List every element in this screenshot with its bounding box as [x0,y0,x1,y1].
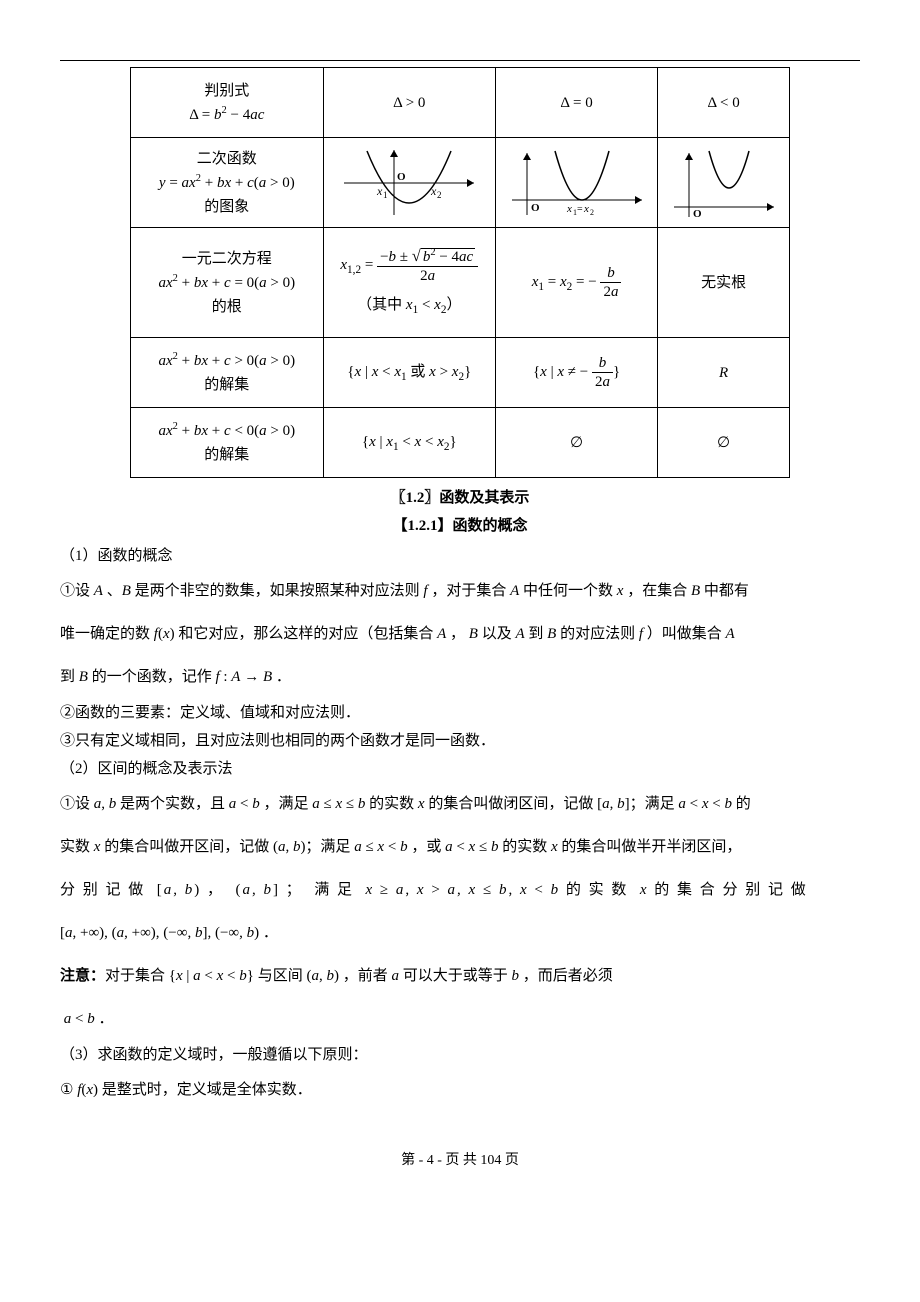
parabola-one-root-icon: O x 1 = x 2 [507,145,647,220]
cell-gt-one: {x | x ≠ − b2a} [495,338,657,408]
cell-lt-two: {x | x1 < x < x2} [323,408,495,478]
cell-roots-none: 无实根 [658,228,790,338]
p-6: ③只有定义域相同，且对应法则也相同的两个函数才是同一函数． [60,729,860,753]
table-row: ax2 + bx + c > 0(a > 0) 的解集 {x | x < x1 … [131,338,790,408]
p-11: [a, +∞), (a, +∞), (−∞, b], (−∞, b) ． [60,914,860,953]
cell-gt-header: ax2 + bx + c > 0(a > 0) 的解集 [131,338,324,408]
text: 的图象 [135,195,319,219]
cell-roots-two: x1,2 = −b ± √b2 − 4ac2a （其中 x1 < x2） [323,228,495,338]
text: 一元二次方程 [135,247,319,271]
cell-graph-header: 二次函数 y = ax2 + bx + c(a > 0) 的图象 [131,138,324,228]
svg-text:x: x [583,203,589,215]
cell-delta-zero: Δ = 0 [495,68,657,138]
cell-graph-two-roots: x 1 x 2 O [323,138,495,228]
table-row: 一元二次方程 ax2 + bx + c = 0(a > 0) 的根 x1,2 =… [131,228,790,338]
ineq-lt: ax2 + bx + c < 0(a > 0) [135,419,319,443]
p-12: 注意：对于集合 {x | a < x < b} 与区间 (a, b) ，前者 a… [60,957,860,996]
text: 的根 [135,295,319,319]
cell-equation-header: 一元二次方程 ax2 + bx + c = 0(a > 0) 的根 [131,228,324,338]
text: 的解集 [135,443,319,467]
p-8: ①设 a, b 是两个实数，且 a < b ，满足 a ≤ x ≤ b 的实数 … [60,785,860,824]
cell-gt-none: R [658,338,790,408]
p-13: a < b ． [60,1000,860,1039]
cell-discriminant-header: 判别式 Δ = b2 − 4ac [131,68,324,138]
svg-text:O: O [531,202,540,214]
cell-delta-pos: Δ > 0 [323,68,495,138]
p-15: ① f(x) 是整式时，定义域是全体实数． [60,1071,860,1110]
discriminant-formula: Δ = b2 − 4ac [135,103,319,127]
roots-order-note: （其中 x1 < x2） [328,293,491,319]
body-content: （1）函数的概念 ①设 A 、B 是两个非空的数集，如果按照某种对应法则 f ，… [60,544,860,1110]
svg-text:x: x [566,203,572,215]
cell-graph-no-root: O [658,138,790,228]
cell-lt-header: ax2 + bx + c < 0(a > 0) 的解集 [131,408,324,478]
table-row: 判别式 Δ = b2 − 4ac Δ > 0 Δ = 0 Δ < 0 [131,68,790,138]
svg-text:=: = [577,204,583,215]
p-9: 实数 x 的集合叫做开区间，记做 (a, b)；满足 a ≤ x < b ，或 … [60,828,860,867]
svg-text:1: 1 [383,190,388,200]
page-footer: 第 - 4 - 页 共 104 页 [60,1150,860,1172]
text: 判别式 [135,79,319,103]
cell-roots-one: x1 = x2 = − b2a [495,228,657,338]
p-3: 唯一确定的数 f(x) 和它对应，那么这样的对应（包括集合 A ， B 以及 A… [60,615,860,654]
section-title-2: 【1.2.1】函数的概念 [60,514,860,538]
cell-gt-two: {x | x < x1 或 x > x2} [323,338,495,408]
text: 的解集 [135,373,319,397]
svg-text:x: x [376,184,383,198]
quadratic-func: y = ax2 + bx + c(a > 0) [135,171,319,195]
p-7: （2）区间的概念及表示法 [60,757,860,781]
cell-graph-one-root: O x 1 = x 2 [495,138,657,228]
parabola-no-root-icon: O [669,145,779,220]
top-rule [60,60,860,61]
cell-lt-none: ∅ [658,408,790,478]
quadratic-formula: x1,2 = −b ± √b2 − 4ac2a [328,246,491,285]
p-4: 到 B 的一个函数，记作 f : A → B ． [60,658,860,697]
svg-text:x: x [430,184,437,198]
svg-text:O: O [693,208,702,220]
cell-lt-one: ∅ [495,408,657,478]
p-1: （1）函数的概念 [60,544,860,568]
quadratic-eq: ax2 + bx + c = 0(a > 0) [135,271,319,295]
p-10: 分 别 记 做 [a, b) ， (a, b] ； 满 足 x ≥ a, x >… [60,871,860,910]
p-2: ①设 A 、B 是两个非空的数集，如果按照某种对应法则 f ，对于集合 A 中任… [60,572,860,611]
p-14: （3）求函数的定义域时，一般遵循以下原则： [60,1043,860,1067]
table-row: ax2 + bx + c < 0(a > 0) 的解集 {x | x1 < x … [131,408,790,478]
svg-text:2: 2 [590,208,594,217]
quadratic-table: 判别式 Δ = b2 − 4ac Δ > 0 Δ = 0 Δ < 0 二次函数 … [130,67,790,478]
svg-text:O: O [397,171,406,183]
ineq-gt: ax2 + bx + c > 0(a > 0) [135,349,319,373]
p-5: ②函数的三要素：定义域、值域和对应法则． [60,701,860,725]
table-row: 二次函数 y = ax2 + bx + c(a > 0) 的图象 x 1 x 2… [131,138,790,228]
text: 二次函数 [135,147,319,171]
section-title-1: 〖1.2〗函数及其表示 [60,486,860,510]
cell-delta-neg: Δ < 0 [658,68,790,138]
parabola-two-roots-icon: x 1 x 2 O [339,145,479,220]
svg-text:2: 2 [437,190,442,200]
